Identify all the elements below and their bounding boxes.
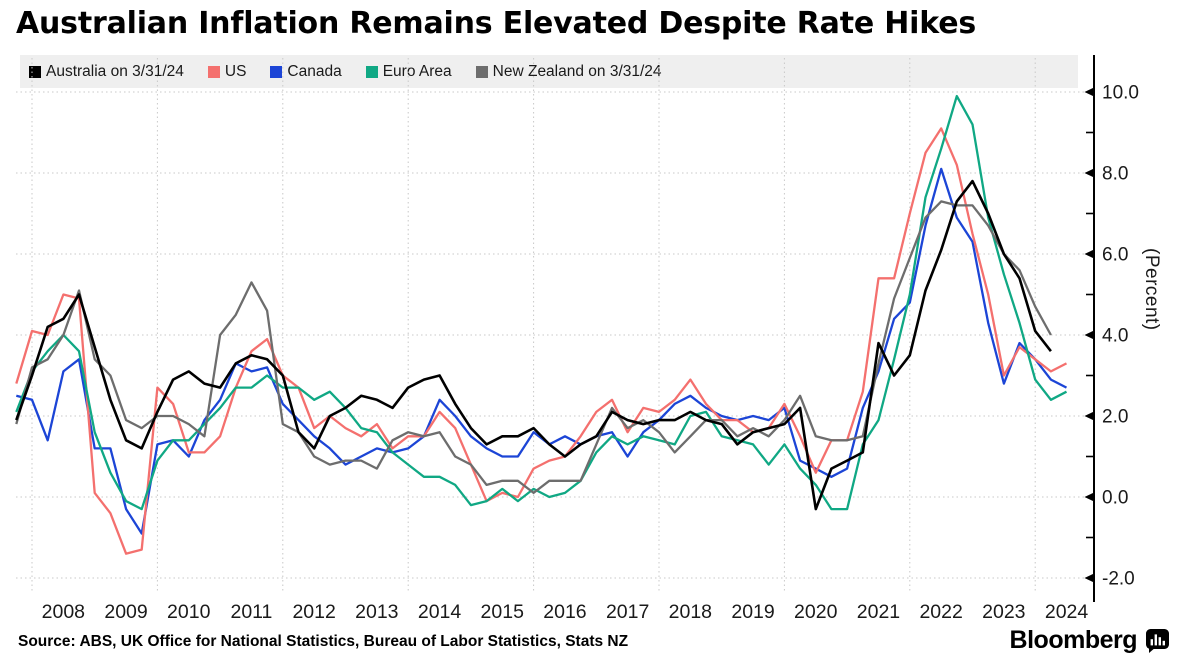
legend-swatch-icon	[475, 65, 488, 78]
x-axis-tick-label: 2016	[543, 601, 586, 623]
x-axis-tick-label: 2019	[731, 601, 774, 623]
y-axis-major-tick	[1084, 573, 1094, 583]
y-axis-major-tick	[1084, 330, 1094, 340]
x-axis-tick-label: 2011	[230, 601, 272, 623]
legend-item-new-zealand-on-3-31-24[interactable]: New Zealand on 3/31/24	[475, 62, 662, 81]
legend-label: Canada	[287, 62, 342, 80]
bloomberg-wordmark: Bloomberg	[1009, 626, 1138, 654]
legend-swatch-icon	[365, 65, 378, 78]
legend-item-canada[interactable]: Canada	[270, 62, 342, 81]
x-axis-tick-label: 2010	[167, 601, 211, 623]
y-axis-major-tick	[1084, 492, 1094, 502]
y-axis-major-tick	[1084, 168, 1094, 178]
series-line-new-zealand-on-3-31-24	[15, 200, 1052, 495]
y-axis-major-tick	[1084, 87, 1094, 97]
x-axis-tick-label: 2012	[292, 601, 335, 623]
x-axis-tick-label: 2009	[104, 601, 147, 623]
legend-swatch-icon	[207, 65, 220, 78]
x-axis-tick-label: 2024	[1045, 601, 1089, 623]
y-axis-tick-label: 6.0	[1102, 245, 1128, 266]
y-axis-major-tick	[1084, 249, 1094, 259]
y-axis-major-tick	[1084, 411, 1094, 421]
y-axis-tick-label: 8.0	[1102, 164, 1128, 185]
legend: Australia on 3/31/24 US Canada Euro Area New…	[20, 55, 1078, 88]
x-axis-tick-label: 2018	[669, 601, 712, 623]
legend-label: US	[224, 62, 247, 80]
legend-label: Euro Area	[382, 62, 452, 80]
x-axis-tick-label: 2017	[606, 601, 649, 623]
x-axis-tick-label: 2023	[982, 601, 1025, 623]
series-line-us	[15, 127, 1068, 555]
legend-item-us[interactable]: US	[207, 62, 247, 81]
x-axis-tick-label: 2020	[794, 601, 838, 623]
x-axis-tick-label: 2015	[481, 601, 525, 623]
y-axis-title: (Percent)	[1141, 248, 1162, 331]
legend-label: Australia on 3/31/24	[46, 62, 184, 80]
y-axis-tick-label: -2.0	[1102, 569, 1135, 590]
x-axis-tick-label: 2013	[355, 601, 398, 623]
bloomberg-branding: Bloomberg	[1010, 626, 1171, 655]
x-axis-tick-label: 2008	[42, 601, 85, 623]
series-line-canada	[16, 167, 1068, 535]
legend-item-euro-area[interactable]: Euro Area	[365, 62, 452, 81]
bloomberg-terminal-icon	[1146, 628, 1169, 653]
y-axis-tick-label: 10.0	[1102, 83, 1139, 104]
x-axis-tick-label: 2014	[418, 601, 462, 623]
source-credit: Source: ABS, UK Office for National Stat…	[18, 633, 629, 650]
y-axis-tick-label: 0.0	[1102, 488, 1128, 509]
y-axis-tick-label: 2.0	[1102, 407, 1128, 428]
series-line-australia-on-3-31-24	[15, 179, 1052, 511]
series-line-euro-area	[15, 94, 1068, 511]
legend-label: New Zealand on 3/31/24	[492, 62, 662, 80]
x-axis-tick-label: 2021	[857, 601, 900, 623]
x-axis-tick-label: 2022	[919, 601, 962, 623]
page-title: Australian Inflation Remains Elevated De…	[16, 6, 976, 41]
y-axis-tick-label: 4.0	[1102, 326, 1128, 347]
legend-swatch-icon	[270, 65, 283, 78]
